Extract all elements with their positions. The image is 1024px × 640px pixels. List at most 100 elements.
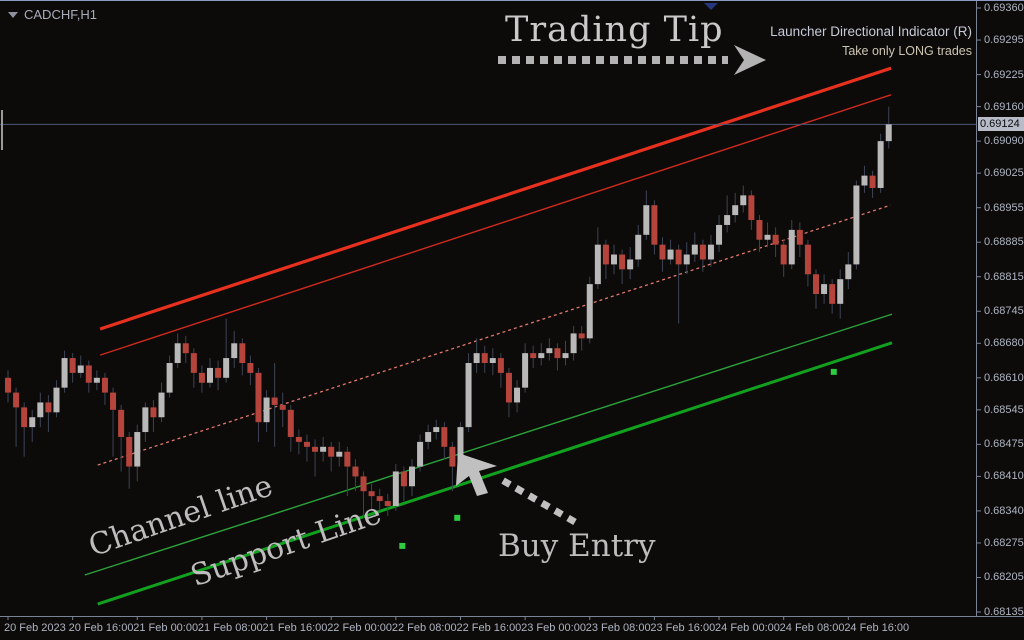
bear-candle xyxy=(118,409,125,437)
bear-candle xyxy=(190,353,197,373)
time-axis-separator xyxy=(0,616,1024,617)
time-axis-label: 20 Feb 2023 xyxy=(4,622,66,634)
bull-candle xyxy=(336,451,343,457)
bear-candle xyxy=(578,333,585,339)
support-line-green[interactable] xyxy=(97,341,893,606)
buy-signal-dot xyxy=(399,542,406,549)
bear-candle xyxy=(675,249,682,265)
bear-candle xyxy=(651,205,658,245)
price-axis-label: 0.69360 xyxy=(984,2,1024,14)
chevron-down-icon[interactable] xyxy=(8,11,18,18)
buy-entry-text[interactable]: Buy Entry xyxy=(498,528,656,564)
bear-candle xyxy=(5,377,11,393)
bull-candle xyxy=(231,343,238,359)
bull-candle xyxy=(707,244,714,260)
bull-candle xyxy=(635,234,642,260)
price-axis-label: 0.68955 xyxy=(984,201,1024,214)
bear-candle xyxy=(295,436,302,442)
bull-candle xyxy=(53,387,60,413)
bull-candle xyxy=(473,353,480,364)
channel-midline-dotted[interactable] xyxy=(97,204,891,466)
buy-entry-arrowhead-icon[interactable] xyxy=(456,453,497,496)
bull-candle xyxy=(37,402,44,418)
channel-line-green[interactable] xyxy=(84,313,893,576)
bear-candle xyxy=(869,175,876,188)
bull-candle xyxy=(764,234,771,240)
bull-candle xyxy=(409,466,415,487)
bull-candle xyxy=(611,254,617,265)
bear-candle xyxy=(328,446,335,457)
down-arrow-marker-icon xyxy=(704,3,718,10)
bull-candle xyxy=(77,365,84,373)
bull-candle xyxy=(845,264,852,280)
bear-candle xyxy=(150,407,157,418)
bear-candle xyxy=(756,220,763,240)
bull-candle xyxy=(837,279,844,304)
bull-candle xyxy=(877,141,884,188)
bull-candle xyxy=(457,427,464,467)
bull-candle xyxy=(853,185,860,265)
bull-candle xyxy=(263,397,270,423)
bear-candle xyxy=(312,446,319,452)
bull-candle xyxy=(740,195,747,206)
left-edge-marker xyxy=(1,110,3,150)
price-axis-label: 0.68410 xyxy=(984,470,1024,483)
buy-signal-dot xyxy=(830,368,837,375)
bear-candle xyxy=(748,195,755,221)
bull-candle xyxy=(562,353,569,359)
bull-candle xyxy=(683,254,690,265)
price-axis-label: 0.68745 xyxy=(984,305,1024,318)
bear-candle xyxy=(619,254,626,270)
resistance-channel-inner[interactable] xyxy=(99,94,892,356)
time-axis-label: 23 Feb 08:00 xyxy=(585,622,651,634)
bear-candle xyxy=(376,496,383,502)
price-axis-label: 0.68815 xyxy=(984,270,1024,283)
bear-candle xyxy=(659,244,666,260)
time-axis-label: 23 Feb 00:00 xyxy=(521,622,586,634)
current-price-badge: 0.69124 xyxy=(978,117,1024,132)
bear-candle xyxy=(699,244,706,260)
bull-candle xyxy=(142,407,149,433)
price-axis-label: 0.68475 xyxy=(984,438,1024,451)
bull-candle xyxy=(489,358,496,364)
bear-candle xyxy=(441,427,448,447)
bull-candle xyxy=(174,343,181,364)
bull-candle xyxy=(417,441,424,467)
bear-candle xyxy=(182,343,189,354)
bull-candle xyxy=(514,387,521,403)
symbol-timeframe-label[interactable]: CADCHF,H1 xyxy=(8,7,97,22)
buy-entry-arrow-shaft[interactable] xyxy=(500,476,577,526)
price-axis-label: 0.69295 xyxy=(984,34,1024,47)
bull-candle xyxy=(570,333,577,354)
time-axis-label: 21 Feb 08:00 xyxy=(197,622,263,634)
bear-candle xyxy=(368,491,375,497)
bull-candle xyxy=(885,124,892,142)
trading-tip-text[interactable]: Trading Tip xyxy=(505,10,724,50)
bull-candle xyxy=(594,244,601,285)
bear-candle xyxy=(352,466,359,477)
bear-candle xyxy=(344,451,351,467)
bear-candle xyxy=(360,476,367,492)
bear-candle xyxy=(255,372,262,423)
price-axis-label: 0.69160 xyxy=(984,100,1024,113)
bull-candle xyxy=(29,417,36,428)
bull-candle xyxy=(522,353,529,388)
bear-candle xyxy=(21,407,28,428)
bear-candle xyxy=(110,392,117,410)
time-axis-label: 24 Feb 08:00 xyxy=(779,622,845,634)
bear-candle xyxy=(780,244,787,265)
time-axis-label: 20 Feb 16:00 xyxy=(68,622,134,634)
trading-tip-arrowhead-icon[interactable] xyxy=(734,45,766,75)
bear-candle xyxy=(400,471,407,487)
price-axis-label: 0.69025 xyxy=(984,167,1024,180)
bear-candle xyxy=(239,343,246,364)
bull-candle xyxy=(207,367,213,383)
bull-candle xyxy=(716,224,723,245)
bear-candle xyxy=(13,392,20,408)
bull-candle xyxy=(61,358,68,388)
resistance-channel-outer[interactable] xyxy=(99,66,892,331)
bear-candle xyxy=(829,284,836,304)
bear-candle xyxy=(772,234,779,245)
bull-candle xyxy=(627,259,634,270)
